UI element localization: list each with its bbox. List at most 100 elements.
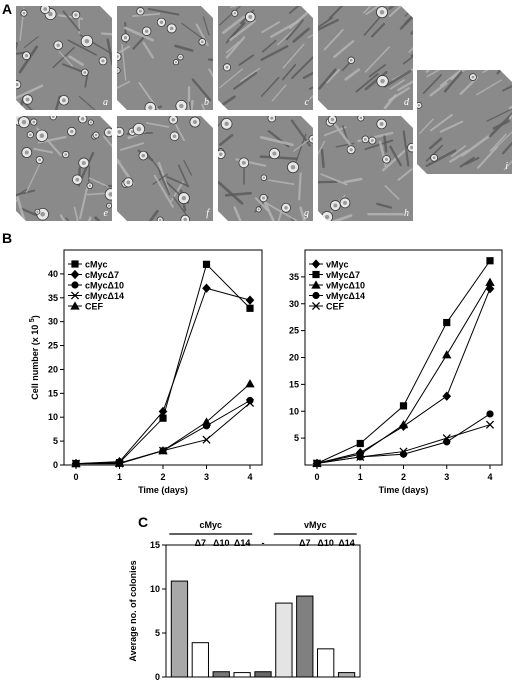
x-tick-label: 0 <box>73 472 78 482</box>
chart-cmyc-growth: 0 5 10 15 20 25 30 35 40 0 1 2 3 4 Time (days) Cell num… <box>29 249 263 495</box>
micrograph-b: b <box>117 6 213 110</box>
legend-marker <box>312 270 320 279</box>
data-point <box>356 452 365 461</box>
y-tick-label: 0 <box>155 672 160 681</box>
bar-cMycΔ7 <box>191 642 209 678</box>
x-tick-label: 0 <box>314 472 319 482</box>
legend-marker <box>71 260 79 268</box>
data-point <box>246 396 254 405</box>
category-label: Δ7 <box>195 538 206 548</box>
micrograph-c: c <box>218 6 313 110</box>
y-tick-label: 10 <box>289 406 299 416</box>
category-label: Δ14 <box>338 538 354 548</box>
data-point <box>485 277 495 286</box>
x-tick-label: 2 <box>160 472 165 482</box>
data-point <box>312 459 322 468</box>
micrograph-label-g: g <box>304 208 309 219</box>
legend-label: vMycΔ10 <box>326 281 365 291</box>
chart-colonies: 0 5 10 15 Average no. of colonies cMyc vMyc Δ7 Δ… <box>128 520 361 681</box>
bar-cMycΔ14 <box>233 672 251 678</box>
x-tick-label: 1 <box>358 472 363 482</box>
x-tick-label: 4 <box>487 472 492 482</box>
micrograph-d: d <box>318 6 413 110</box>
y-tick-label: 15 <box>150 540 160 550</box>
group-label-cmyc: cMyc <box>200 520 223 530</box>
legend-label: CEF <box>85 302 104 312</box>
y-tick-label: 25 <box>48 341 58 351</box>
y-tick-label: 20 <box>289 353 299 363</box>
micrograph-label-f: f <box>206 208 210 219</box>
y-tick-label: 40 <box>48 269 58 279</box>
y-tick-label: 30 <box>289 299 299 309</box>
micrograph-label-d: d <box>404 97 410 108</box>
panel-label-a: A <box>2 1 12 17</box>
x-tick-label: 3 <box>204 472 209 482</box>
bar-cMycΔ10 <box>212 671 230 678</box>
data-point <box>246 304 254 312</box>
micrograph-label-c: c <box>305 97 310 108</box>
x-tick-label: 1 <box>117 472 122 482</box>
y-tick-label: 35 <box>289 272 299 282</box>
micrograph-f: f <box>117 116 213 221</box>
series-CEF <box>71 379 255 468</box>
legend-label: cMycΔ14 <box>85 291 124 301</box>
legend-label: cMycΔ7 <box>85 270 119 280</box>
micrograph-i: i <box>417 70 512 174</box>
micrograph-grid: a b c d i e f g h <box>16 6 512 221</box>
data-point <box>202 435 211 444</box>
micrograph-e: e <box>16 116 112 221</box>
data-point <box>485 284 495 294</box>
y-tick-label: 15 <box>48 388 58 398</box>
data-point <box>202 283 211 293</box>
data-point <box>443 318 451 327</box>
category-label: Δ7 <box>299 538 310 548</box>
legend-marker <box>70 269 80 280</box>
data-point <box>245 398 255 407</box>
bar-- <box>254 671 272 678</box>
y-tick-label: 30 <box>48 317 58 327</box>
legend-label: cMyc <box>85 260 108 270</box>
bar-vMyc <box>275 602 293 678</box>
data-point <box>356 439 364 448</box>
legend-marker <box>70 301 80 310</box>
panel-label-b: B <box>2 230 12 246</box>
micrograph-label-a: a <box>103 97 108 108</box>
x-tick-label: 4 <box>247 472 252 482</box>
x-tick-label: 3 <box>444 472 449 482</box>
category-label: - <box>262 538 265 548</box>
series-line <box>75 287 251 465</box>
x-axis-title: Time (days) <box>138 485 188 495</box>
bar-vMycΔ7 <box>296 595 314 678</box>
group-label-vmyc: vMyc <box>304 520 327 530</box>
micrograph-label-e: e <box>104 208 109 219</box>
legend-marker <box>311 280 321 289</box>
series-CEF <box>312 420 495 468</box>
panel-label-c: C <box>138 514 148 530</box>
legend-label: vMycΔ14 <box>326 291 365 301</box>
bar-vMycΔ14 <box>337 672 356 678</box>
x-tick-label: 2 <box>401 472 406 482</box>
data-point <box>399 447 408 456</box>
data-point <box>486 257 494 265</box>
series-line <box>316 288 491 464</box>
data-point <box>245 379 255 388</box>
y-tick-label: 5 <box>53 436 58 446</box>
y-tick-label: 20 <box>48 364 58 374</box>
micrograph-a: a <box>16 6 112 110</box>
data-point <box>442 350 452 359</box>
legend-marker <box>312 291 320 300</box>
legend-marker <box>311 301 321 311</box>
legend-marker <box>71 281 79 289</box>
data-point <box>399 402 408 410</box>
y-axis-title: Cell number (x 10 5) <box>29 315 40 399</box>
data-point <box>114 458 125 467</box>
legend-marker <box>70 291 80 300</box>
y-tick-label: 10 <box>150 584 160 594</box>
series-vMyc <box>312 284 495 469</box>
legend-label: cMycΔ10 <box>85 281 124 291</box>
micrograph-label-b: b <box>204 97 209 108</box>
micrograph-label-i: i <box>505 161 508 172</box>
